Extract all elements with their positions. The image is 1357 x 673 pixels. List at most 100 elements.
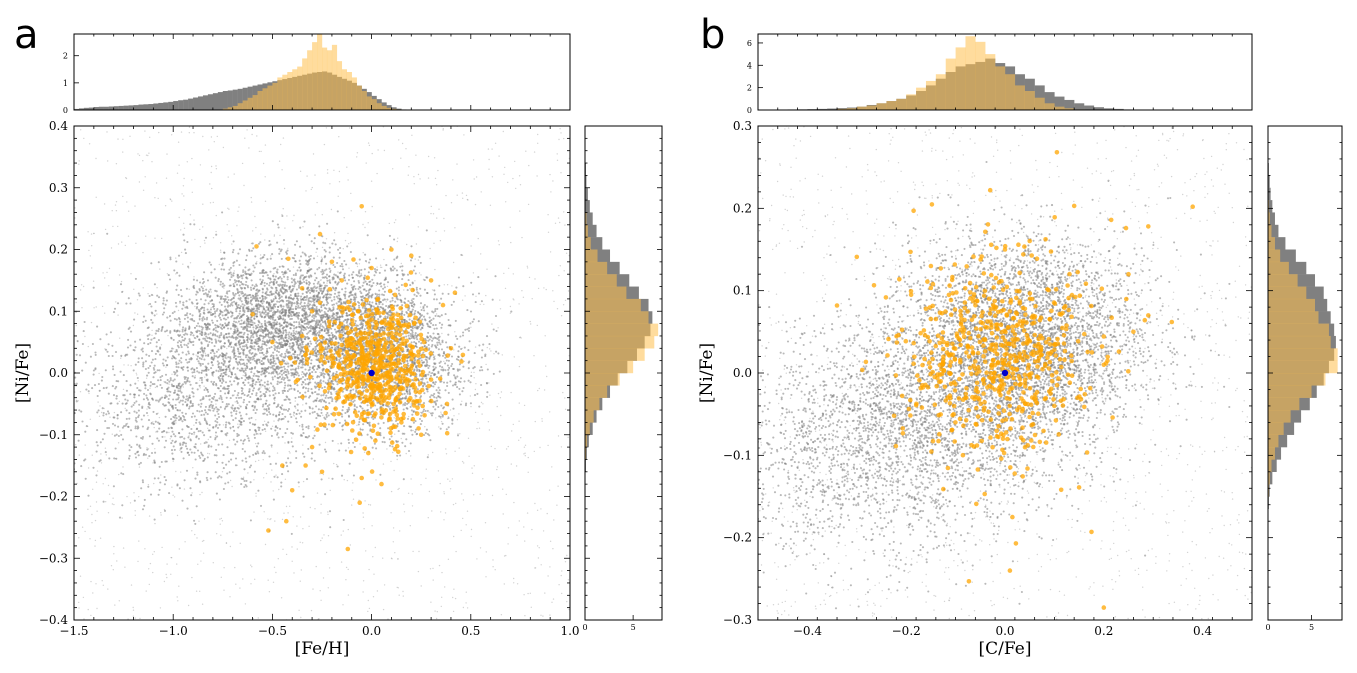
background-point — [294, 332, 297, 335]
background-point — [248, 350, 251, 353]
background-point — [516, 534, 518, 536]
background-point — [258, 334, 261, 337]
background-point — [546, 512, 548, 515]
background-point — [258, 311, 261, 314]
background-point — [299, 302, 302, 305]
background-point — [278, 372, 281, 375]
background-point — [447, 558, 450, 560]
background-point — [482, 478, 484, 480]
background-point — [491, 148, 493, 150]
background-point — [280, 143, 282, 146]
background-point — [233, 300, 236, 303]
background-point — [315, 251, 317, 253]
background-point — [321, 246, 324, 249]
background-point — [287, 268, 290, 271]
background-point — [553, 519, 555, 521]
background-point — [171, 486, 173, 488]
background-point — [198, 315, 201, 318]
background-point — [265, 293, 268, 296]
background-point — [338, 136, 340, 138]
background-point — [409, 284, 412, 287]
background-point — [253, 354, 256, 357]
background-point — [436, 343, 439, 347]
background-point — [285, 295, 288, 298]
background-point — [302, 528, 304, 530]
background-point — [164, 436, 166, 438]
background-point — [199, 228, 201, 231]
background-point — [290, 374, 293, 377]
background-point — [283, 512, 285, 514]
background-point — [430, 212, 432, 215]
background-point — [255, 226, 257, 229]
background-point — [310, 362, 313, 365]
background-point — [218, 263, 220, 266]
background-point — [492, 559, 494, 561]
background-point — [435, 389, 438, 392]
background-point — [258, 361, 261, 364]
background-point — [81, 526, 84, 528]
background-point — [432, 213, 435, 215]
background-point — [296, 306, 300, 309]
background-point — [347, 447, 350, 449]
background-point — [410, 455, 412, 457]
background-point — [193, 371, 196, 374]
background-point — [303, 220, 306, 223]
background-point — [181, 328, 184, 331]
background-point — [214, 276, 217, 279]
background-point — [502, 513, 504, 515]
background-point — [193, 132, 195, 134]
background-point — [154, 237, 156, 239]
background-point — [419, 306, 422, 308]
background-point — [222, 146, 225, 149]
background-point — [298, 353, 301, 356]
background-point — [294, 260, 297, 263]
background-point — [246, 129, 248, 131]
background-point — [518, 420, 520, 422]
background-point — [367, 142, 370, 144]
background-point — [249, 326, 252, 329]
background-point — [286, 390, 289, 393]
background-point — [437, 169, 439, 172]
background-point — [431, 289, 434, 291]
background-point — [313, 430, 316, 432]
background-point — [181, 193, 183, 195]
background-point — [420, 585, 422, 587]
background-point — [261, 294, 264, 297]
background-point — [371, 205, 373, 208]
background-point — [512, 423, 514, 426]
background-point — [279, 334, 282, 337]
background-point — [337, 297, 340, 300]
background-point — [263, 320, 267, 323]
background-point — [541, 418, 543, 420]
background-point — [287, 337, 290, 340]
background-point — [343, 272, 346, 275]
background-point — [523, 594, 525, 596]
background-point — [129, 502, 132, 504]
background-point — [375, 479, 377, 481]
background-point — [269, 315, 272, 318]
background-point — [547, 444, 549, 447]
background-point — [210, 291, 212, 293]
background-point — [328, 567, 331, 569]
background-point — [212, 333, 215, 336]
background-point — [425, 477, 427, 479]
background-point — [233, 331, 236, 334]
background-point — [503, 583, 505, 585]
background-point — [96, 607, 98, 610]
background-point — [133, 318, 136, 321]
background-point — [204, 242, 206, 244]
background-point — [533, 450, 535, 453]
background-point — [299, 268, 302, 272]
background-point — [386, 298, 389, 301]
background-point — [215, 233, 218, 236]
background-point — [488, 429, 491, 431]
background-point — [306, 271, 309, 275]
background-point — [114, 204, 117, 206]
background-point — [183, 339, 186, 342]
background-point — [260, 233, 262, 235]
background-point — [305, 281, 308, 284]
background-point — [466, 198, 469, 201]
background-point — [156, 287, 158, 289]
background-point — [283, 187, 286, 190]
background-point — [145, 235, 147, 237]
